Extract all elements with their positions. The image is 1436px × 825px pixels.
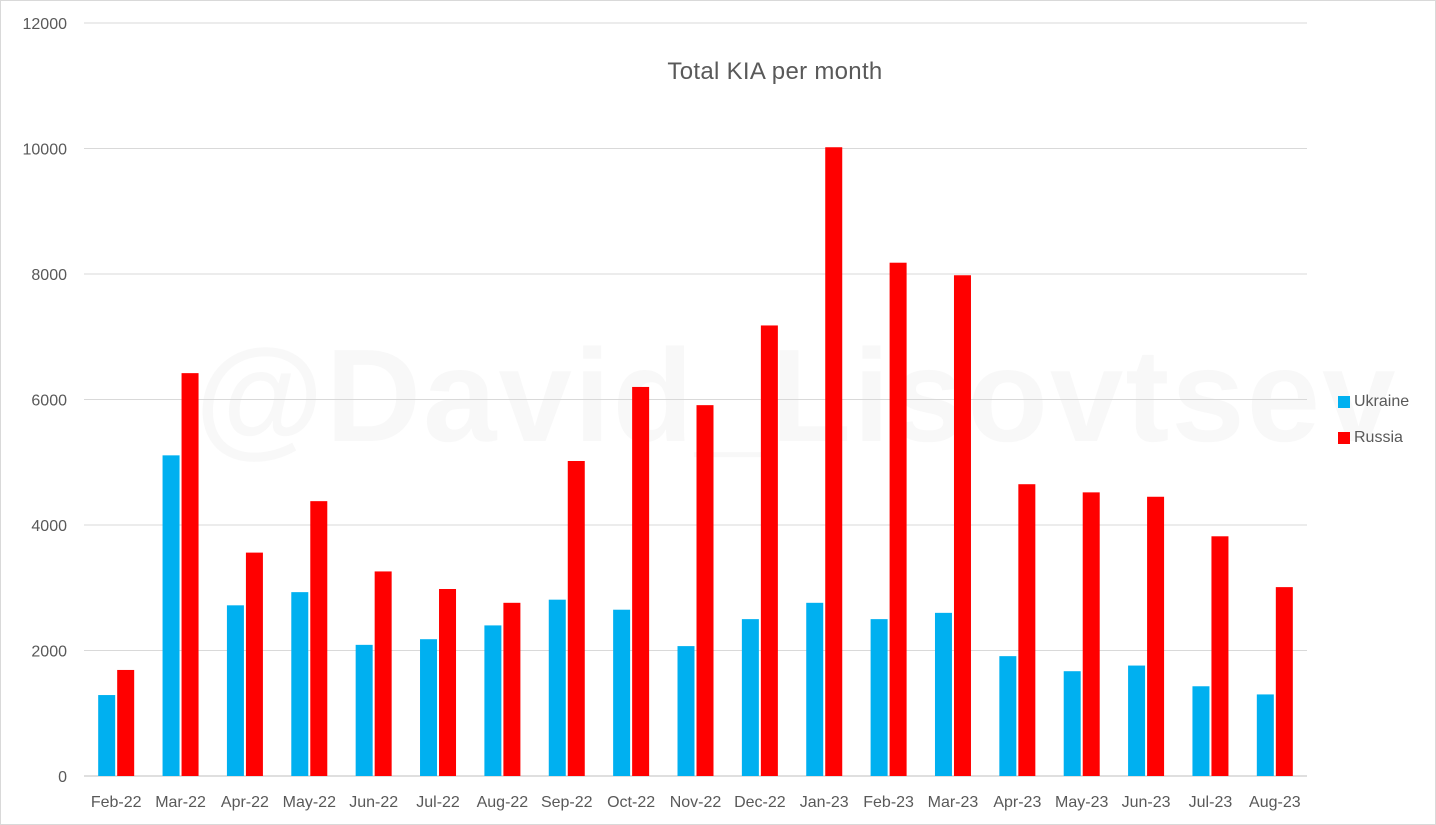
y-tick-label: 6000 <box>31 393 67 410</box>
bar-russia <box>567 460 585 776</box>
bar-russia <box>632 386 650 776</box>
bar-russia <box>117 669 135 776</box>
bar-ukraine <box>741 619 759 776</box>
x-tick-label: Jan-23 <box>800 794 849 811</box>
bar-ukraine <box>870 619 888 776</box>
legend-swatch-russia <box>1338 432 1350 444</box>
bar-ukraine <box>1128 665 1146 776</box>
bar-russia <box>1147 496 1165 776</box>
x-tick-label: May-23 <box>1055 794 1108 811</box>
bar-russia <box>503 602 521 776</box>
y-tick-label: 8000 <box>31 267 67 284</box>
y-tick-label: 10000 <box>23 142 68 159</box>
bar-russia <box>1082 492 1100 776</box>
bar-russia <box>696 405 714 776</box>
x-tick-label: Apr-22 <box>221 794 269 811</box>
bar-ukraine <box>1256 694 1274 776</box>
bar-russia <box>953 275 971 776</box>
bar-russia <box>245 552 263 776</box>
x-tick-label: Mar-23 <box>928 794 979 811</box>
bar-ukraine <box>484 625 502 776</box>
bar-ukraine <box>934 612 952 776</box>
bar-ukraine <box>806 602 824 776</box>
bar-ukraine <box>420 639 438 776</box>
x-tick-label: Apr-23 <box>993 794 1041 811</box>
x-tick-label: Aug-23 <box>1249 794 1301 811</box>
bar-ukraine <box>226 605 244 776</box>
bar-russia <box>1275 587 1293 776</box>
y-tick-label: 2000 <box>31 644 67 661</box>
bar-ukraine <box>677 646 695 776</box>
bar-ukraine <box>162 455 180 776</box>
bar-russia <box>1211 536 1229 776</box>
bar-russia <box>760 325 778 776</box>
bar-ukraine <box>548 599 566 776</box>
x-tick-label: Feb-23 <box>863 794 914 811</box>
legend-label-russia: Russia <box>1354 429 1403 446</box>
x-tick-label: Sep-22 <box>541 794 593 811</box>
x-tick-label: Oct-22 <box>607 794 655 811</box>
bar-ukraine <box>613 609 631 776</box>
x-tick-label: May-22 <box>283 794 336 811</box>
y-tick-label: 4000 <box>31 518 67 535</box>
legend-label-ukraine: Ukraine <box>1354 393 1410 410</box>
bar-russia <box>1018 484 1036 776</box>
x-tick-label: Jun-23 <box>1122 794 1171 811</box>
bar-russia <box>310 501 328 776</box>
bar-ukraine <box>355 644 373 776</box>
bar-ukraine <box>999 656 1017 776</box>
bar-russia <box>181 373 199 776</box>
legend-swatch-ukraine <box>1338 396 1350 408</box>
x-tick-label: Nov-22 <box>670 794 722 811</box>
y-tick-label: 12000 <box>23 16 68 33</box>
legend-item-ukraine: Ukraine <box>1338 384 1409 420</box>
x-tick-label: Jun-22 <box>349 794 398 811</box>
legend-item-russia: Russia <box>1338 420 1409 456</box>
x-tick-label: Jul-23 <box>1189 794 1233 811</box>
bar-russia <box>889 262 907 777</box>
bar-ukraine <box>98 695 116 776</box>
chart-title: Total KIA per month <box>667 58 883 85</box>
legend: Ukraine Russia <box>1338 384 1409 456</box>
x-tick-label: Mar-22 <box>155 794 206 811</box>
y-tick-label: 0 <box>58 769 67 786</box>
bar-russia <box>825 147 843 776</box>
x-tick-label: Aug-22 <box>477 794 529 811</box>
bar-russia <box>439 589 457 776</box>
x-tick-label: Feb-22 <box>91 794 142 811</box>
bar-ukraine <box>291 592 309 776</box>
x-tick-label: Dec-22 <box>734 794 786 811</box>
bar-ukraine <box>1192 686 1210 776</box>
x-tick-label: Jul-22 <box>416 794 460 811</box>
bar-ukraine <box>1063 671 1081 776</box>
bar-russia <box>374 571 392 776</box>
